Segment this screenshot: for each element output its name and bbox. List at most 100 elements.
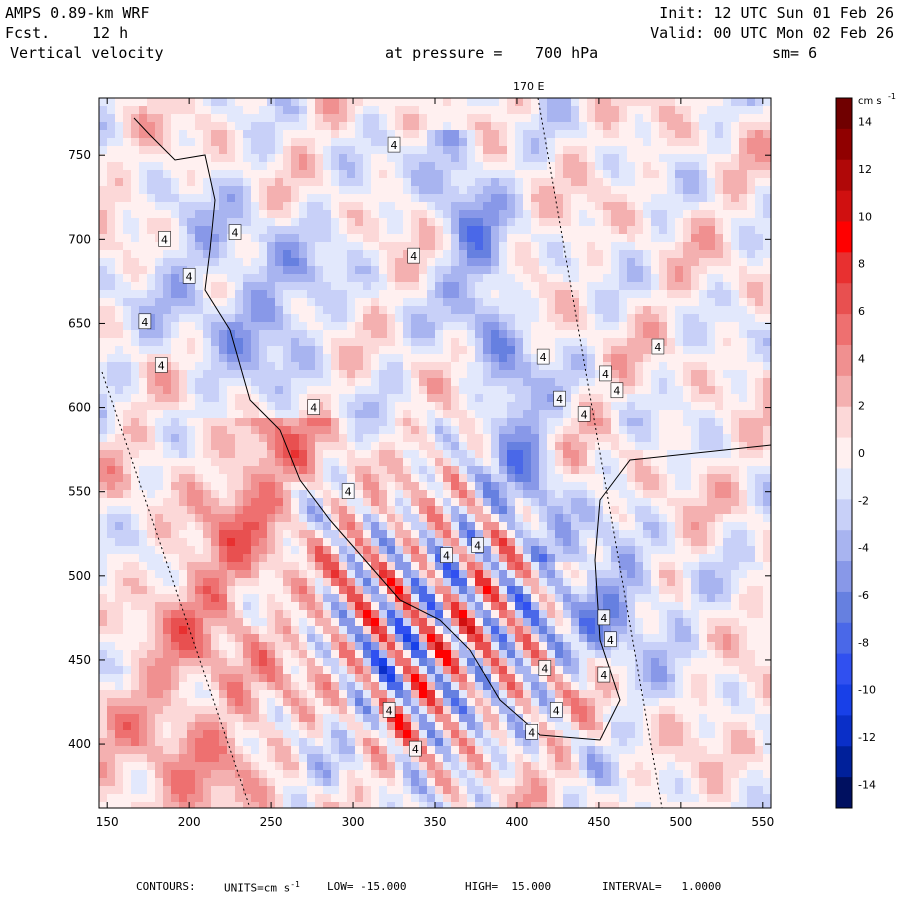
field-cell bbox=[515, 394, 523, 402]
field-cell bbox=[747, 466, 755, 474]
field-cell bbox=[403, 618, 411, 626]
field-cell bbox=[219, 322, 227, 330]
field-cell bbox=[219, 442, 227, 450]
field-cell bbox=[187, 586, 195, 594]
field-cell bbox=[147, 626, 155, 634]
field-cell bbox=[619, 642, 627, 650]
field-cell bbox=[731, 498, 739, 506]
field-cell bbox=[371, 538, 379, 546]
field-cell bbox=[531, 298, 539, 306]
field-cell bbox=[539, 258, 547, 266]
field-cell bbox=[603, 522, 611, 530]
field-cell bbox=[371, 458, 379, 466]
field-cell bbox=[219, 426, 227, 434]
field-cell bbox=[171, 482, 179, 490]
field-cell bbox=[603, 410, 611, 418]
field-cell bbox=[683, 658, 691, 666]
field-cell bbox=[651, 330, 659, 338]
field-cell bbox=[307, 594, 315, 602]
field-cell bbox=[595, 146, 603, 154]
field-cell bbox=[491, 394, 499, 402]
field-cell bbox=[403, 466, 411, 474]
field-cell bbox=[243, 434, 251, 442]
field-cell bbox=[667, 642, 675, 650]
field-cell bbox=[603, 650, 611, 658]
field-cell bbox=[283, 354, 291, 362]
field-cell bbox=[411, 490, 419, 498]
field-cell bbox=[451, 546, 459, 554]
field-cell bbox=[523, 658, 531, 666]
field-cell bbox=[563, 562, 571, 570]
field-cell bbox=[499, 506, 507, 514]
field-cell bbox=[731, 554, 739, 562]
field-cell bbox=[195, 114, 203, 122]
field-cell bbox=[659, 130, 667, 138]
field-cell bbox=[99, 202, 107, 210]
field-cell bbox=[131, 514, 139, 522]
field-cell bbox=[571, 106, 579, 114]
field-cell bbox=[163, 498, 171, 506]
field-cell bbox=[403, 482, 411, 490]
field-cell bbox=[483, 490, 491, 498]
field-cell bbox=[371, 130, 379, 138]
field-cell bbox=[763, 122, 771, 130]
field-cell bbox=[667, 290, 675, 298]
field-cell bbox=[723, 618, 731, 626]
field-cell bbox=[491, 226, 499, 234]
field-cell bbox=[211, 202, 219, 210]
field-cell bbox=[659, 114, 667, 122]
field-cell bbox=[715, 234, 723, 242]
field-cell bbox=[747, 442, 755, 450]
field-cell bbox=[739, 394, 747, 402]
field-cell bbox=[459, 274, 467, 282]
field-cell bbox=[699, 114, 707, 122]
field-cell bbox=[307, 138, 315, 146]
field-cell bbox=[667, 402, 675, 410]
field-cell bbox=[611, 122, 619, 130]
field-cell bbox=[571, 170, 579, 178]
field-cell bbox=[163, 186, 171, 194]
field-cell bbox=[227, 354, 235, 362]
field-cell bbox=[219, 618, 227, 626]
field-cell bbox=[291, 562, 299, 570]
field-cell bbox=[587, 250, 595, 258]
field-cell bbox=[675, 114, 683, 122]
field-cell bbox=[163, 442, 171, 450]
field-cell bbox=[603, 458, 611, 466]
field-cell bbox=[203, 378, 211, 386]
field-cell bbox=[499, 546, 507, 554]
field-cell bbox=[259, 522, 267, 530]
field-cell bbox=[579, 418, 587, 426]
field-cell bbox=[307, 378, 315, 386]
field-cell bbox=[187, 490, 195, 498]
field-cell bbox=[555, 690, 563, 698]
field-cell bbox=[227, 626, 235, 634]
field-cell bbox=[443, 626, 451, 634]
field-cell bbox=[483, 210, 491, 218]
field-cell bbox=[179, 298, 187, 306]
field-cell bbox=[235, 570, 243, 578]
field-cell bbox=[547, 618, 555, 626]
field-cell bbox=[659, 586, 667, 594]
field-cell bbox=[131, 234, 139, 242]
field-cell bbox=[483, 586, 491, 594]
field-cell bbox=[531, 674, 539, 682]
field-cell bbox=[531, 610, 539, 618]
field-cell bbox=[347, 514, 355, 522]
field-cell bbox=[155, 226, 163, 234]
field-cell bbox=[507, 314, 515, 322]
field-cell bbox=[115, 538, 123, 546]
field-cell bbox=[643, 354, 651, 362]
field-cell bbox=[451, 586, 459, 594]
field-cell bbox=[403, 474, 411, 482]
field-cell bbox=[643, 394, 651, 402]
field-cell bbox=[387, 602, 395, 610]
field-cell bbox=[427, 322, 435, 330]
field-cell bbox=[307, 250, 315, 258]
field-cell bbox=[475, 474, 483, 482]
field-cell bbox=[731, 170, 739, 178]
field-cell bbox=[315, 258, 323, 266]
field-cell bbox=[195, 682, 203, 690]
field-cell bbox=[763, 250, 771, 258]
field-cell bbox=[299, 578, 307, 586]
